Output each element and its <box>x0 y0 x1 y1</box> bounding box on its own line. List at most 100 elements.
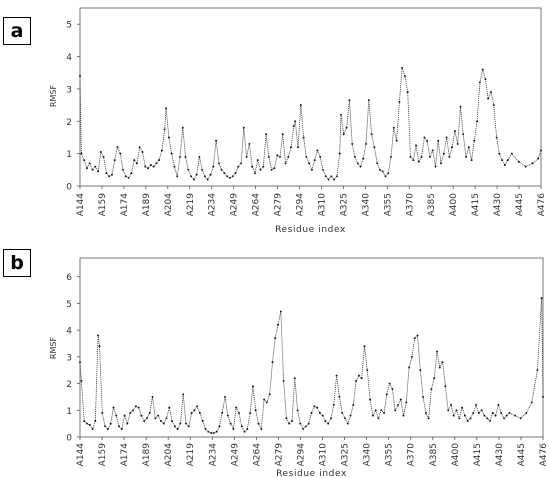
rmsf-point-a-34 <box>170 152 173 155</box>
rmsf-point-b-124 <box>422 395 425 398</box>
rmsf-point-a-51 <box>217 162 220 165</box>
rmsf-point-a-162 <box>540 149 542 152</box>
rmsf-point-b-68 <box>265 401 268 404</box>
rmsf-point-a-100 <box>351 142 354 145</box>
rmsf-point-a-112 <box>384 175 387 178</box>
rmsf-point-a-98 <box>345 126 348 129</box>
rmsf-point-b-144 <box>477 412 480 414</box>
rmsf-point-b-43 <box>196 405 199 408</box>
rmsf-point-a-131 <box>437 139 440 142</box>
rmsf-point-a-74 <box>281 133 284 136</box>
rmsf-point-b-159 <box>530 401 533 404</box>
rmsf-point-b-2 <box>83 420 86 422</box>
rmsf-point-a-20 <box>133 159 136 162</box>
rmsf-point-b-125 <box>424 412 427 414</box>
rmsf-point-a-12 <box>110 173 113 176</box>
rmsf-point-a-160 <box>531 162 534 165</box>
y-tick-label-b-2: 2 <box>66 380 72 390</box>
panel-b-label: b <box>3 249 31 277</box>
rmsf-point-a-62 <box>248 142 251 145</box>
y-tick-label-a-0: 0 <box>66 183 72 193</box>
x-tick-label-a-0: A144 <box>76 193 86 217</box>
rmsf-point-b-55 <box>229 422 232 425</box>
rmsf-point-b-4 <box>88 424 91 426</box>
rmsf-point-a-76 <box>287 155 290 158</box>
rmsf-point-b-161 <box>540 297 543 300</box>
rmsf-point-b-50 <box>215 430 218 433</box>
y-tick-label-a-5: 5 <box>66 21 72 31</box>
rmsf-point-a-84 <box>308 162 311 165</box>
rmsf-point-b-39 <box>185 422 187 425</box>
rmsf-point-b-143 <box>475 403 478 406</box>
rmsf-point-a-31 <box>163 128 166 131</box>
rmsf-point-a-48 <box>209 173 212 176</box>
rmsf-point-a-49 <box>212 165 215 168</box>
rmsf-point-b-81 <box>302 428 305 430</box>
rmsf-point-b-27 <box>151 395 154 398</box>
rmsf-point-b-88 <box>321 414 324 417</box>
rmsf-point-b-117 <box>402 414 405 417</box>
y-tick-label-b-1: 1 <box>66 407 72 417</box>
rmsf-point-b-28 <box>154 417 157 420</box>
rmsf-point-a-75 <box>284 162 287 165</box>
rmsf-point-a-126 <box>423 136 426 139</box>
rmsf-point-b-29 <box>157 414 160 417</box>
rmsf-point-a-71 <box>273 167 276 170</box>
rmsf-point-a-59 <box>240 162 243 165</box>
rmsf-point-a-1 <box>80 152 83 155</box>
rmsf-point-a-54 <box>226 175 229 178</box>
x-tick-label-b-19: A430 <box>495 443 505 467</box>
rmsf-point-b-60 <box>243 430 246 433</box>
rmsf-point-a-146 <box>478 81 481 84</box>
rmsf-point-a-155 <box>503 164 506 166</box>
rmsf-point-b-10 <box>104 425 107 428</box>
rmsf-point-a-18 <box>127 176 130 179</box>
rmsf-point-a-157 <box>510 152 513 155</box>
rmsf-point-b-96 <box>344 417 346 420</box>
rmsf-point-b-16 <box>120 428 123 430</box>
rmsf-point-a-101 <box>353 155 356 158</box>
rmsf-point-a-89 <box>322 168 324 171</box>
x-tick-label-b-7: A249 <box>230 443 240 467</box>
rmsf-point-a-14 <box>116 146 119 149</box>
rmsf-point-b-118 <box>405 401 408 404</box>
rmsf-point-a-69 <box>267 155 270 158</box>
rmsf-point-b-99 <box>352 403 355 406</box>
rmsf-point-a-104 <box>362 157 365 160</box>
rmsf-point-b-11 <box>106 428 109 430</box>
rmsf-point-b-98 <box>349 414 352 417</box>
rmsf-point-b-25 <box>145 417 148 420</box>
x-tick-label-b-5: A219 <box>186 443 196 467</box>
y-tick-label-b-4: 4 <box>66 327 72 337</box>
x-tick-label-b-15: A370 <box>407 443 417 467</box>
rmsf-point-b-21 <box>134 405 137 408</box>
rmsf-point-b-74 <box>282 379 285 382</box>
rmsf-point-a-64 <box>254 172 256 175</box>
rmsf-point-b-47 <box>207 430 210 433</box>
rmsf-point-b-80 <box>299 422 302 425</box>
rmsf-point-b-83 <box>307 422 310 425</box>
rmsf-point-b-126 <box>427 417 430 420</box>
rmsf-point-a-151 <box>492 104 495 107</box>
rmsf-point-b-106 <box>371 414 374 417</box>
rmsf-point-b-46 <box>204 428 207 430</box>
y-tick-label-b-0: 0 <box>66 434 72 444</box>
y-tick-label-a-4: 4 <box>66 53 72 63</box>
rmsf-point-b-109 <box>380 409 383 412</box>
x-tick-label-b-13: A340 <box>363 443 373 467</box>
rmsf-point-b-131 <box>441 361 444 364</box>
rmsf-point-a-110 <box>378 168 381 171</box>
x-tick-label-b-11: A310 <box>319 443 329 467</box>
rmsf-point-a-36 <box>176 175 179 178</box>
rmsf-point-b-142 <box>472 412 475 414</box>
rmsf-point-a-6 <box>94 165 97 168</box>
rmsf-point-a-45 <box>201 168 204 171</box>
rmsf-point-a-123 <box>415 144 417 147</box>
rmsf-point-a-60 <box>242 126 245 129</box>
rmsf-point-b-24 <box>143 420 146 422</box>
rmsf-point-a-103 <box>359 165 362 168</box>
rmsf-point-b-102 <box>360 377 363 380</box>
rmsf-point-b-42 <box>193 409 196 412</box>
rmsf-point-b-148 <box>489 420 491 422</box>
rmsf-point-a-94 <box>335 175 338 178</box>
